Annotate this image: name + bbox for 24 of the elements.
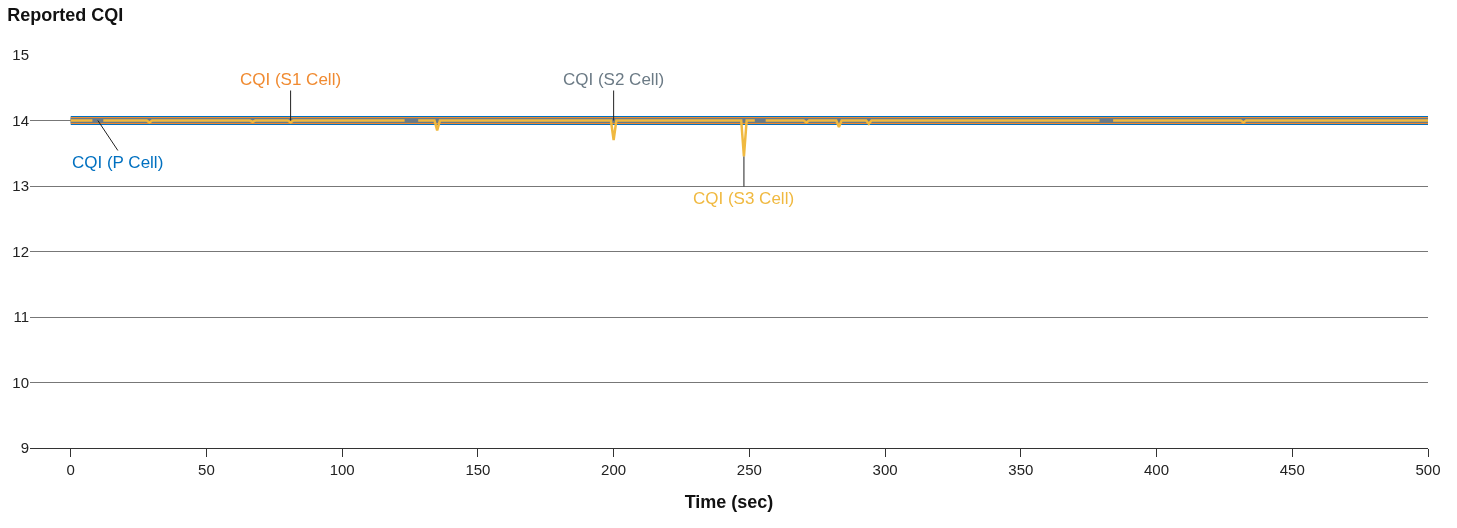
y-tick-label: 10: [12, 373, 29, 391]
x-tick-label: 350: [1008, 461, 1034, 478]
x-tick-label: 0: [66, 461, 75, 478]
annotation: CQI (S1 Cell): [240, 70, 342, 89]
x-tick-label: 200: [601, 461, 627, 478]
x-tick-label: 50: [198, 461, 215, 478]
y-tick-label: 15: [12, 46, 29, 64]
x-tick-label: 500: [1415, 461, 1441, 478]
x-tick-label: 250: [736, 461, 762, 478]
annotation: CQI (S2 Cell): [563, 70, 665, 89]
x-axis-title: Time (sec): [684, 492, 774, 513]
chart-title: Reported CQI: [7, 4, 124, 25]
y-tick-label: 14: [12, 111, 29, 129]
annotation: CQI (S3 Cell): [693, 189, 795, 208]
y-tick-label: 13: [12, 177, 29, 195]
x-tick-label: 450: [1279, 461, 1305, 478]
y-tick-label: 9: [20, 439, 29, 457]
x-tick-label: 400: [1144, 461, 1170, 478]
y-tick-label: 12: [12, 242, 29, 260]
x-tick-label: 150: [465, 461, 491, 478]
x-tick-label: 300: [872, 461, 898, 478]
y-tick-label: 11: [13, 308, 29, 326]
x-tick-label: 100: [329, 461, 355, 478]
annotation: CQI (P Cell): [72, 153, 164, 172]
